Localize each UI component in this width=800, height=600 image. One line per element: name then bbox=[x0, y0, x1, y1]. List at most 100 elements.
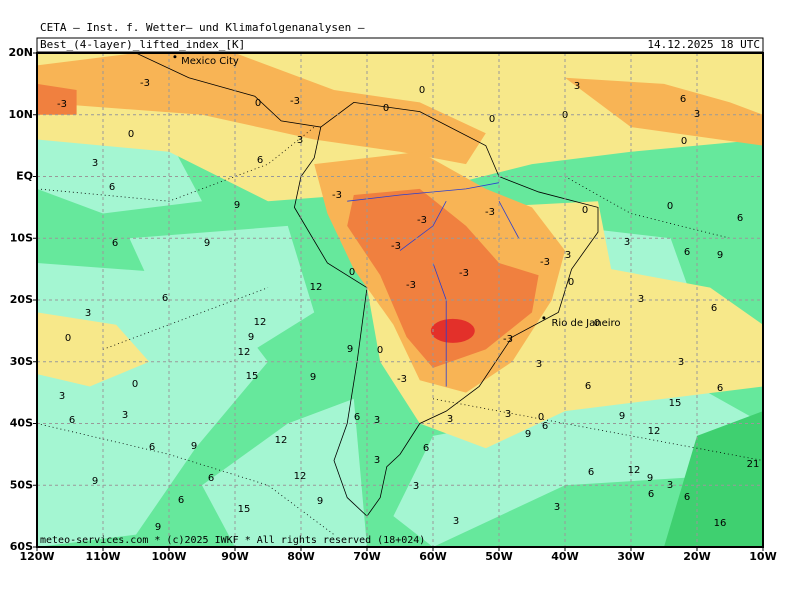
contour-label: 9 bbox=[310, 372, 316, 383]
contour-label: 6 bbox=[717, 383, 723, 394]
contour-label: 6 bbox=[648, 489, 654, 500]
max-instability bbox=[430, 318, 475, 343]
lon-label: 50W bbox=[485, 550, 512, 563]
lat-label: EQ bbox=[16, 170, 33, 183]
contour-label: 3 bbox=[453, 516, 459, 527]
lat-label: 20S bbox=[10, 293, 33, 306]
lon-label: 40W bbox=[551, 550, 578, 563]
contour-label: 3 bbox=[122, 410, 128, 421]
contour-label: 12 bbox=[648, 426, 661, 437]
lon-label: 30W bbox=[617, 550, 644, 563]
lon-label: 90W bbox=[221, 550, 248, 563]
contour-label: 6 bbox=[109, 182, 115, 193]
lon-label: 80W bbox=[287, 550, 314, 563]
river bbox=[399, 201, 447, 251]
contour-label: 3 bbox=[85, 308, 91, 319]
contour-label: 0 bbox=[594, 318, 600, 329]
contour-label: 6 bbox=[178, 495, 184, 506]
contour-label: 6 bbox=[684, 492, 690, 503]
city-marker bbox=[173, 55, 177, 59]
contour-label: -3 bbox=[503, 334, 513, 345]
unstable-area bbox=[347, 188, 539, 368]
contour-label: 3 bbox=[667, 480, 673, 491]
contour-label: 9 bbox=[619, 411, 625, 422]
contour-label: -3 bbox=[332, 190, 342, 201]
contour-label: -3 bbox=[417, 215, 427, 226]
contour-label: -3 bbox=[397, 374, 407, 385]
contour-label: -3 bbox=[406, 280, 416, 291]
contour-label: 3 bbox=[678, 357, 684, 368]
field bbox=[37, 53, 763, 547]
contour-label: 9 bbox=[525, 429, 531, 440]
contour-label: 6 bbox=[149, 442, 155, 453]
contour-label: 6 bbox=[112, 238, 118, 249]
river bbox=[432, 262, 447, 387]
contour-label: -3 bbox=[391, 241, 401, 252]
contour-label: 6 bbox=[680, 94, 686, 105]
contour-label: 0 bbox=[568, 277, 574, 288]
contour-label: 3 bbox=[536, 359, 542, 370]
lon-label: 10W bbox=[749, 550, 776, 563]
contour-label: 3 bbox=[638, 294, 644, 305]
contour-label: 0 bbox=[562, 110, 568, 121]
coastline bbox=[135, 53, 599, 517]
contour-label: 3 bbox=[374, 415, 380, 426]
contour-label: 6 bbox=[69, 415, 75, 426]
contour-label: 3 bbox=[413, 481, 419, 492]
contour-label: 6 bbox=[737, 213, 743, 224]
contour-label: 0 bbox=[489, 114, 495, 125]
contour-label: 6 bbox=[684, 247, 690, 258]
lat-label: 60S bbox=[10, 540, 33, 553]
contour-label: 9 bbox=[347, 344, 353, 355]
lat-label: 50S bbox=[10, 478, 33, 491]
contour-label: 9 bbox=[92, 476, 98, 487]
contour-label: 0 bbox=[667, 201, 673, 212]
contour-label: 12 bbox=[275, 435, 288, 446]
unstable-area bbox=[37, 83, 77, 115]
lon-label: 110W bbox=[85, 550, 120, 563]
contour-label: 6 bbox=[585, 381, 591, 392]
header: CETA – Inst. f. Wetter– und Klimafolgena… bbox=[40, 21, 365, 34]
contour-label: 21 bbox=[747, 459, 760, 470]
contour-label: 6 bbox=[588, 467, 594, 478]
contour-label: 3 bbox=[59, 391, 65, 402]
contour-label: 16 bbox=[714, 518, 727, 529]
contour-label: 12 bbox=[238, 347, 251, 358]
contour-label: 15 bbox=[669, 398, 682, 409]
orange-area bbox=[37, 53, 486, 165]
lat-label: 10S bbox=[10, 231, 33, 244]
contour-label: 9 bbox=[647, 473, 653, 484]
contour-label: 9 bbox=[317, 496, 323, 507]
contour-label: 0 bbox=[349, 267, 355, 278]
contour-label: 3 bbox=[374, 455, 380, 466]
contour-label: 0 bbox=[383, 103, 389, 114]
contour-label: 3 bbox=[565, 250, 571, 261]
contour-label: 6 bbox=[542, 421, 548, 432]
contour-label: 6 bbox=[423, 443, 429, 454]
contour-label: -3 bbox=[57, 99, 67, 110]
contour-label: 0 bbox=[538, 412, 544, 423]
contour-label: 9 bbox=[234, 200, 240, 211]
contour-label: -3 bbox=[290, 96, 300, 107]
contour bbox=[102, 287, 269, 350]
city-marker bbox=[542, 316, 546, 320]
contour-label: 9 bbox=[717, 250, 723, 261]
contour-label: 9 bbox=[248, 332, 254, 343]
contour-label: 6 bbox=[257, 155, 263, 166]
lon-label: 60W bbox=[419, 550, 446, 563]
stable-area bbox=[664, 411, 763, 547]
contour-label: -3 bbox=[485, 207, 495, 218]
contour-label: 0 bbox=[419, 85, 425, 96]
contour-label: 6 bbox=[711, 303, 717, 314]
contour-label: -3 bbox=[540, 257, 550, 268]
contour-label: 6 bbox=[208, 473, 214, 484]
contour-label: 3 bbox=[554, 502, 560, 513]
contour-label: 0 bbox=[377, 345, 383, 356]
contour-label: 9 bbox=[191, 441, 197, 452]
contour-label: 0 bbox=[681, 136, 687, 147]
contour-label: 9 bbox=[155, 522, 161, 533]
contour-label: 15 bbox=[238, 504, 251, 515]
contour-label: 12 bbox=[254, 317, 267, 328]
contour-label: 3 bbox=[694, 109, 700, 120]
